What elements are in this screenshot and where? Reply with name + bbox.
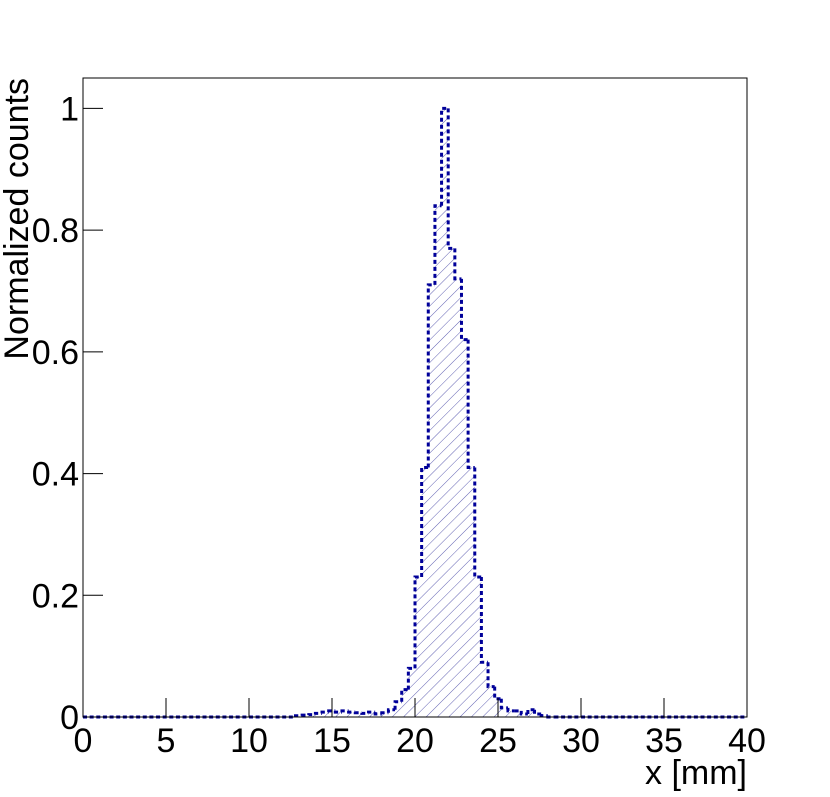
- x-tick-label: 40: [728, 722, 766, 760]
- bar: [368, 712, 376, 717]
- bar: [348, 712, 356, 717]
- bar-outline: [479, 577, 489, 664]
- bar: [481, 662, 489, 717]
- bar-outline: [526, 708, 535, 714]
- bar-outline: [499, 698, 508, 710]
- bar: [468, 467, 475, 717]
- bar: [461, 339, 469, 717]
- bar: [527, 709, 535, 717]
- y-tick-label: 0.2: [32, 577, 79, 615]
- y-tick-label: 0: [60, 699, 79, 737]
- bar: [474, 577, 482, 717]
- bar: [434, 205, 442, 718]
- bar-outline: [486, 662, 495, 689]
- bar-outline: [373, 712, 382, 716]
- x-tick-label: 10: [230, 722, 268, 760]
- bar: [341, 710, 349, 717]
- bar-outline: [360, 711, 369, 715]
- bar-outline: [493, 686, 502, 701]
- x-tick-label: 20: [396, 722, 434, 760]
- bar: [428, 284, 435, 717]
- bar-outline: [333, 710, 342, 714]
- bar: [488, 686, 495, 717]
- bar-outline: [426, 283, 435, 468]
- bar: [454, 278, 462, 717]
- bar-outline: [300, 713, 309, 717]
- bar: [441, 108, 449, 717]
- x-tick-label: 0: [74, 722, 93, 760]
- bar: [295, 715, 303, 717]
- bar-outline: [353, 711, 362, 715]
- bar-outline: [539, 713, 548, 718]
- bar-outline: [533, 709, 542, 716]
- bar: [421, 467, 429, 717]
- bar: [501, 707, 508, 717]
- y-tick-label: 0.8: [32, 212, 79, 250]
- plot-area: [83, 106, 747, 719]
- bar: [521, 713, 528, 717]
- y-tick-label: 0.4: [32, 456, 79, 494]
- bar-outline: [466, 339, 475, 469]
- x-tick-label: 30: [562, 722, 600, 760]
- bar-outline: [307, 713, 316, 717]
- bar: [388, 709, 396, 717]
- bar: [408, 668, 415, 717]
- bar-outline: [320, 710, 329, 714]
- bar-outline: [380, 711, 389, 715]
- x-tick-label: 35: [645, 722, 683, 760]
- bar-outline: [446, 108, 455, 250]
- bar: [401, 689, 409, 717]
- x-axis-label: x [mm]: [645, 754, 747, 792]
- bar-outline: [340, 709, 349, 713]
- bar: [541, 715, 548, 717]
- bar: [415, 577, 422, 717]
- x-tick-label: 25: [479, 722, 517, 760]
- bar: [361, 713, 369, 717]
- bar: [448, 248, 455, 717]
- x-tick-label: 15: [313, 722, 351, 760]
- y-tick-label: 0.6: [32, 334, 79, 372]
- bar-outline: [473, 467, 482, 579]
- bar: [355, 712, 362, 717]
- bar: [395, 701, 402, 717]
- bar-outline: [386, 708, 396, 713]
- bar: [507, 710, 515, 717]
- x-tick-label: 5: [157, 722, 176, 760]
- bar-outline: [347, 710, 356, 714]
- bar-outline: [453, 248, 462, 281]
- bar-outline: [327, 709, 336, 713]
- bar-outline: [440, 106, 449, 206]
- y-axis-label: Normalized counts: [0, 78, 36, 360]
- bar: [322, 712, 329, 717]
- bar-outline: [400, 688, 409, 702]
- bar: [514, 710, 522, 717]
- bar-outline: [459, 278, 469, 342]
- bar-outline: [406, 666, 415, 690]
- bar-outline: [420, 465, 429, 578]
- bar-outline: [313, 711, 323, 715]
- bar: [315, 713, 323, 717]
- bar-outline: [367, 710, 376, 714]
- bar-outline: [433, 204, 442, 285]
- bar-outline: [506, 707, 515, 713]
- bar: [534, 713, 542, 717]
- bar: [375, 713, 382, 717]
- bar-outline: [519, 710, 528, 716]
- bar-outline: [413, 575, 422, 669]
- y-tick-label: 1: [60, 90, 79, 128]
- bar: [335, 712, 342, 717]
- bar: [381, 712, 389, 717]
- bar-outline: [393, 700, 402, 710]
